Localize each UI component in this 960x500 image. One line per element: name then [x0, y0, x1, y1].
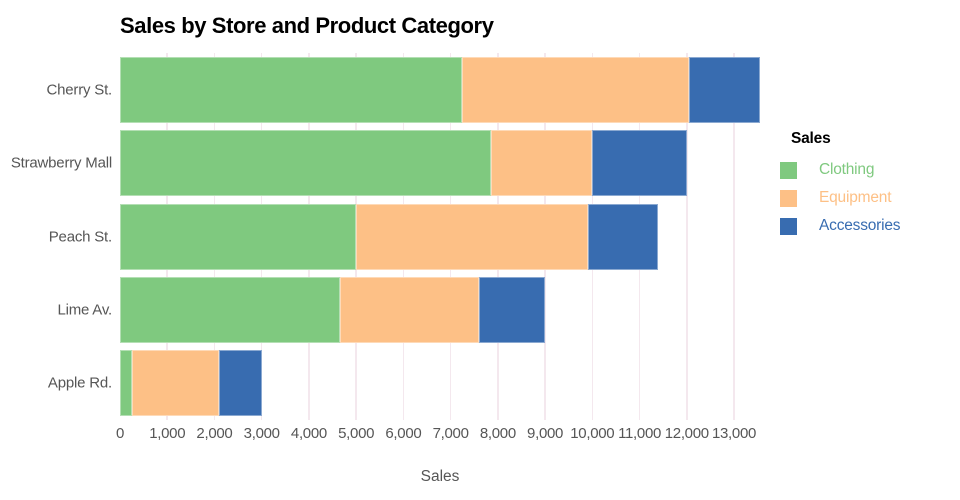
x-tick-label-5000: 5,000 [338, 425, 375, 442]
x-tick-label-12000: 12,000 [664, 425, 709, 442]
bar-segment-accessories-apple-rd [219, 350, 262, 417]
y-axis-label-peach-st: Peach St. [48, 228, 112, 245]
bar-row-apple-rd [120, 350, 760, 417]
bar-segment-clothing-peach-st [120, 203, 357, 270]
x-tick-label-11000: 11,000 [618, 425, 662, 442]
legend-swatch-accessories [780, 217, 797, 235]
y-axis-label-apple-rd: Apple Rd. [47, 374, 112, 392]
x-tick-label-0: 0 [115, 425, 125, 442]
legend-label-clothing: Clothing [819, 161, 875, 178]
bar-row-cherry-st [120, 56, 760, 123]
legend-label-equipment: Equipment [819, 189, 892, 206]
bar-segment-accessories-strawberry-mall [592, 130, 687, 197]
x-tick-label-9000: 9,000 [527, 425, 564, 442]
chart-title: Sales by Store and Product Category [120, 13, 494, 38]
gridline [733, 53, 735, 420]
y-axis-label-lime-av: Lime Av. [57, 301, 112, 319]
legend-item-accessories: Accessories [780, 212, 950, 240]
bar-segment-equipment-lime-av [339, 276, 479, 343]
plot-area [120, 53, 760, 420]
legend-items: Clothing Equipment Accessories [780, 156, 950, 240]
x-tick-label-4000: 4,000 [290, 425, 327, 442]
bar-segment-clothing-lime-av [120, 276, 340, 343]
legend: Sales Clothing Equipment Accessories [780, 130, 950, 240]
gridline [686, 53, 688, 420]
bar-segment-accessories-lime-av [478, 276, 546, 343]
bar-segment-equipment-apple-rd [131, 350, 220, 417]
x-tick-label-3000: 3,000 [243, 425, 280, 442]
x-tick-label-7000: 7,000 [432, 425, 469, 442]
legend-item-equipment: Equipment [780, 184, 950, 212]
legend-item-clothing: Clothing [780, 156, 950, 184]
x-tick-label-10000: 10,000 [570, 425, 615, 442]
x-axis-title: Sales [420, 468, 460, 485]
x-tick-label-2000: 2,000 [196, 425, 233, 442]
bar-segment-accessories-peach-st [587, 203, 659, 270]
bar-segment-equipment-peach-st [356, 203, 588, 270]
y-axis-labels: Cherry St. Strawberry Mall Peach St. Lime A… [0, 53, 112, 420]
legend-label-accessories: Accessories [819, 217, 901, 234]
legend-title: Sales [791, 130, 831, 147]
bar-segment-accessories-cherry-st [689, 56, 760, 123]
bar-segment-equipment-strawberry-mall [490, 130, 593, 197]
bar-row-strawberry-mall [120, 130, 760, 197]
y-axis-label-cherry-st: Cherry St. [46, 81, 112, 99]
x-tick-label-8000: 8,000 [479, 425, 516, 442]
legend-swatch-equipment [780, 189, 797, 207]
bar-segment-clothing-strawberry-mall [120, 130, 491, 197]
bar-row-peach-st [120, 203, 760, 270]
legend-swatch-clothing [780, 161, 797, 179]
bar-row-lime-av [120, 276, 760, 343]
x-tick-label-13000: 13,000 [711, 425, 757, 442]
bar-segment-clothing-cherry-st [120, 56, 463, 123]
x-tick-label-6000: 6,000 [385, 425, 422, 442]
y-axis-label-strawberry-mall: Strawberry Mall [10, 154, 112, 172]
bar-segment-clothing-apple-rd [120, 350, 132, 417]
bar-segment-equipment-cherry-st [462, 56, 690, 123]
x-tick-label-1000: 1,000 [149, 425, 186, 442]
